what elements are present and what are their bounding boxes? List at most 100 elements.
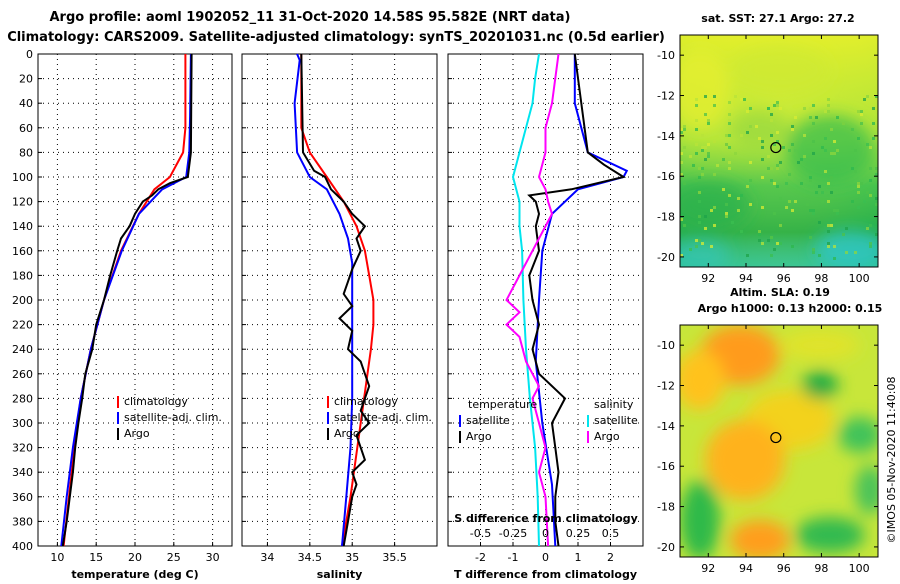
map-x-tick-label: 100 [849,562,870,575]
map-x-tick-label: 98 [814,562,828,575]
sst-pixel [725,215,728,218]
sst-pixel [869,194,872,197]
sst-pixel [698,239,701,242]
sst-pixel [701,149,704,152]
sst-pixel [788,149,791,152]
title-line-2: Climatology: CARS2009. Satellite-adjuste… [7,30,665,45]
depth-tick-label: 120 [12,196,33,209]
credit-text: ©IMOS 05-Nov-2020 11:40:08 [885,377,898,544]
sst-pixel [854,170,857,173]
x-tick-label: 35.5 [382,551,407,564]
sst-pixel [842,233,845,236]
sst-pixel [779,197,782,200]
sst-pixel [737,209,740,212]
sst-pixel [833,245,836,248]
sst-pixel [749,203,752,206]
x-tick-label: 2 [607,551,614,564]
x-tick-label: 0 [542,551,549,564]
sst-pixel [833,140,836,143]
sst-pixel [770,119,773,122]
sst-pixel [683,146,686,149]
sst-pixel [695,239,698,242]
sst-pixel [821,200,824,203]
map-x-tick-label: 92 [701,562,715,575]
sst-pixel [695,128,698,131]
sst-pixel [857,137,860,140]
depth-tick-label: 160 [12,245,33,258]
sla-map-axes: 92 94 96 98 100 -10 -12 -14 -16 -18 -20 [657,325,878,575]
series-line-s-satellite [511,53,540,547]
sst-pixel [812,140,815,143]
sst-pixel [773,212,776,215]
sst-pixel [683,224,686,227]
sst-pixel [761,158,764,161]
sst-pixel [701,167,704,170]
sst-pixel [824,170,827,173]
sst-pixel [755,125,758,128]
map-x-tick-label: 96 [777,272,791,285]
sla-map-title: Altim. SLA: 0.19 [730,286,830,299]
sst-pixel [857,182,860,185]
depth-tick-label: 360 [12,491,33,504]
series-line-argo [61,53,193,547]
sst-pixel [740,98,743,101]
sst-pixel [827,242,830,245]
x-tick-label: 34 [260,551,274,564]
map-y-tick-label: -12 [657,90,675,103]
sst-pixel [689,155,692,158]
sst-pixel [824,137,827,140]
sst-map-argo-marker [770,141,782,154]
map-y-tick-label: -18 [657,211,675,224]
sst-pixel [842,122,845,125]
sst-pixel [794,200,797,203]
sst-pixel [698,215,701,218]
legend-label: Argo [466,430,492,443]
sst-pixel [701,173,704,176]
sst-pixel [776,167,779,170]
sst-pixel [680,131,683,134]
salinity-diff-tick-label: 0 [542,527,549,540]
sst-pixel [782,146,785,149]
sst-pixel [836,149,839,152]
sst-pixel [773,143,776,146]
sst-pixel [695,152,698,155]
map-y-tick-label: -20 [657,251,675,264]
sst-pixel [713,95,716,98]
sst-pixel [734,95,737,98]
sst-pixel [869,179,872,182]
depth-tick-label: 80 [19,146,33,159]
sst-pixel [707,122,710,125]
sst-pixel [704,215,707,218]
x-axis-label: salinity [317,568,363,580]
sst-pixel [857,191,860,194]
sst-pixel [761,140,764,143]
sst-pixel [812,152,815,155]
sst-pixel [830,176,833,179]
depth-tick-label: 280 [12,392,33,405]
sst-pixel [746,254,749,257]
sst-pixel [857,185,860,188]
sst-pixel [794,116,797,119]
legend-label: satellite-adj. clim. [334,411,432,424]
sst-map: sat. SST: 27.1 Argo: 27.2 92 94 96 98 100 -10… [657,12,879,285]
sst-pixel [833,152,836,155]
sst-pixel [728,122,731,125]
sst-pixel [869,167,872,170]
sst-pixel [701,242,704,245]
sst-pixel [791,209,794,212]
sst-pixel [728,197,731,200]
depth-tick-label: 200 [12,294,33,307]
sst-pixel [680,161,683,164]
sst-pixel [812,251,815,254]
legend-label: satellite [594,414,638,427]
map-x-tick-label: 94 [739,562,753,575]
sst-pixel [713,224,716,227]
sst-pixel [827,245,830,248]
sst-pixel [812,212,815,215]
sst-pixel [707,143,710,146]
legend-label: Argo [334,427,360,440]
sst-pixel [779,242,782,245]
sst-pixel [857,206,860,209]
sst-pixel [845,227,848,230]
